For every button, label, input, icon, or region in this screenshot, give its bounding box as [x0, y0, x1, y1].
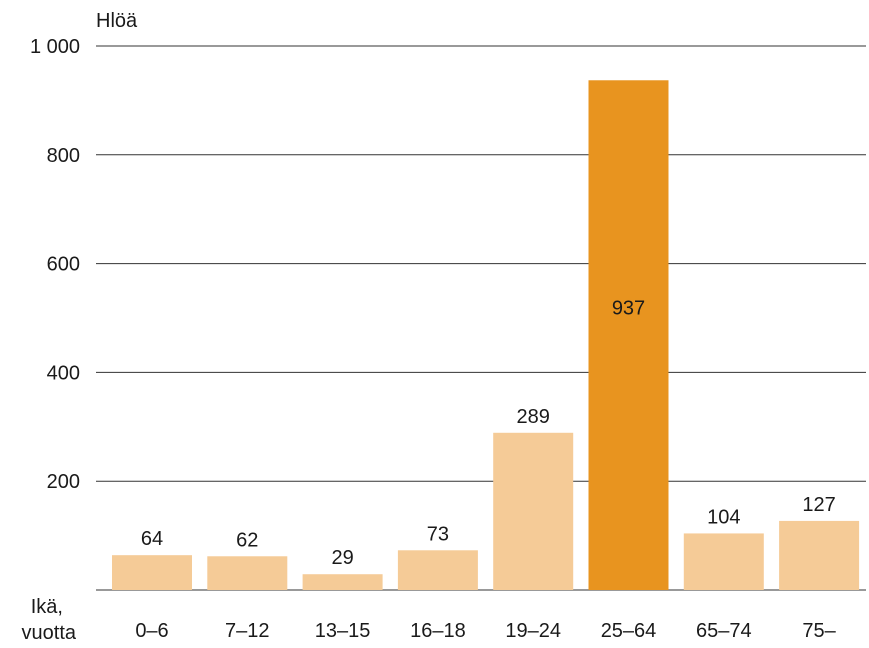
x-tick-label: 16–18 [410, 620, 466, 642]
x-tick-label: 0–6 [135, 620, 168, 642]
y-tick-labels: 200 400 600 800 1 000 [30, 36, 80, 493]
x-tick-label: 65–74 [696, 620, 752, 642]
y-tick-label: 800 [47, 145, 80, 167]
x-tick-label: 7–12 [225, 620, 270, 642]
data-label: 62 [236, 529, 258, 551]
data-label: 73 [427, 523, 449, 545]
y-tick-label: 600 [47, 254, 80, 276]
x-tick-labels: 0–6 7–12 13–15 16–18 19–24 25–64 65–74 75– [135, 620, 836, 642]
x-tick-label: 19–24 [505, 620, 561, 642]
bar-0–6 [112, 555, 192, 590]
y-tick-label: 400 [47, 362, 80, 384]
data-label: 64 [141, 528, 163, 550]
data-label: 104 [707, 506, 740, 528]
bar-13–15 [302, 574, 383, 590]
y-axis-unit-label: Hlöä [96, 10, 138, 32]
bar-65–74 [683, 533, 764, 590]
bar-16–18 [397, 550, 478, 590]
x-tick-label: 25–64 [601, 620, 657, 642]
y-tick-label: 200 [47, 471, 80, 493]
data-label: 127 [802, 494, 835, 516]
bar-75– [779, 520, 860, 590]
data-label: 29 [331, 547, 353, 569]
bar-19–24 [493, 432, 574, 590]
bars [112, 80, 860, 590]
bar-7–12 [207, 556, 288, 590]
x-axis-label-line1: Ikä, [31, 596, 63, 618]
grid-lines [96, 45, 866, 591]
y-tick-label: 1 000 [30, 36, 80, 58]
data-label: 937 [612, 298, 645, 320]
x-tick-label: 13–15 [315, 620, 371, 642]
x-axis-label-line2: vuotta [22, 622, 77, 644]
bar-25–64 [588, 80, 669, 590]
data-labels: 64 62 29 73 289 937 104 127 [141, 298, 836, 569]
data-label: 289 [517, 406, 550, 428]
x-tick-label: 75– [802, 620, 836, 642]
